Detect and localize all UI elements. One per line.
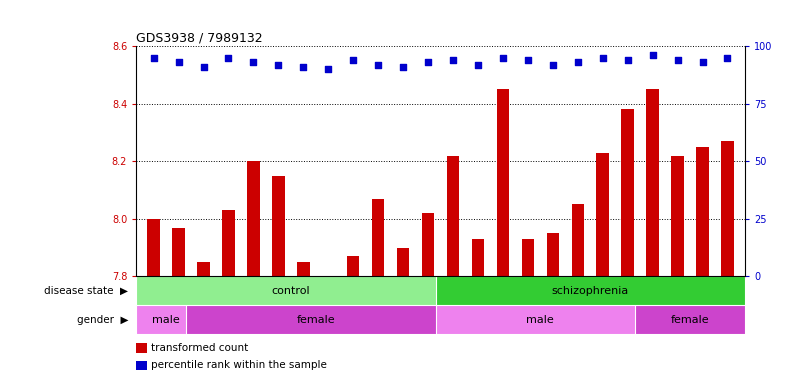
Text: male: male (152, 314, 180, 325)
Text: control: control (272, 286, 310, 296)
Bar (472, 239, 485, 276)
Text: female: female (296, 314, 335, 325)
Bar (136, 305, 196, 334)
Bar (186, 305, 445, 334)
Bar (172, 227, 185, 276)
Point (646, 52, 659, 58)
Bar (347, 256, 360, 276)
Bar (422, 213, 434, 276)
Text: gender  ▶: gender ▶ (77, 314, 128, 325)
Bar (646, 89, 659, 276)
Point (696, 59, 709, 65)
Bar (497, 89, 509, 276)
Bar (671, 156, 684, 276)
Point (222, 55, 235, 61)
Bar (147, 219, 160, 276)
Bar (222, 210, 235, 276)
Point (721, 55, 734, 61)
Text: male: male (526, 314, 554, 325)
Point (372, 61, 384, 68)
Text: disease state  ▶: disease state ▶ (44, 286, 128, 296)
Point (472, 61, 485, 68)
Point (272, 61, 285, 68)
Point (347, 57, 360, 63)
Point (596, 55, 609, 61)
Point (322, 66, 335, 72)
Bar (572, 204, 584, 276)
Text: GDS3938 / 7989132: GDS3938 / 7989132 (136, 32, 263, 45)
Point (546, 61, 559, 68)
Text: percentile rank within the sample: percentile rank within the sample (151, 360, 327, 370)
Bar (248, 161, 260, 276)
Bar (436, 276, 745, 305)
Bar (696, 147, 709, 276)
Point (622, 57, 634, 63)
Bar (396, 248, 409, 276)
Bar (272, 175, 284, 276)
Bar (546, 233, 559, 276)
Text: transformed count: transformed count (151, 343, 248, 353)
Text: schizophrenia: schizophrenia (552, 286, 629, 296)
Bar (197, 262, 210, 276)
Bar (136, 276, 445, 305)
Bar (521, 239, 534, 276)
Point (671, 57, 684, 63)
Bar (635, 305, 745, 334)
Bar (372, 199, 384, 276)
Text: female: female (670, 314, 710, 325)
Point (297, 64, 310, 70)
Point (497, 55, 509, 61)
Bar (436, 305, 645, 334)
Bar (622, 109, 634, 276)
Point (247, 59, 260, 65)
Point (521, 57, 534, 63)
Bar (597, 152, 609, 276)
Bar (721, 141, 734, 276)
Point (396, 64, 409, 70)
Point (421, 59, 434, 65)
Point (197, 64, 210, 70)
Point (571, 59, 584, 65)
Point (447, 57, 460, 63)
Bar (297, 262, 309, 276)
Point (172, 59, 185, 65)
Bar (447, 156, 459, 276)
Point (147, 55, 160, 61)
